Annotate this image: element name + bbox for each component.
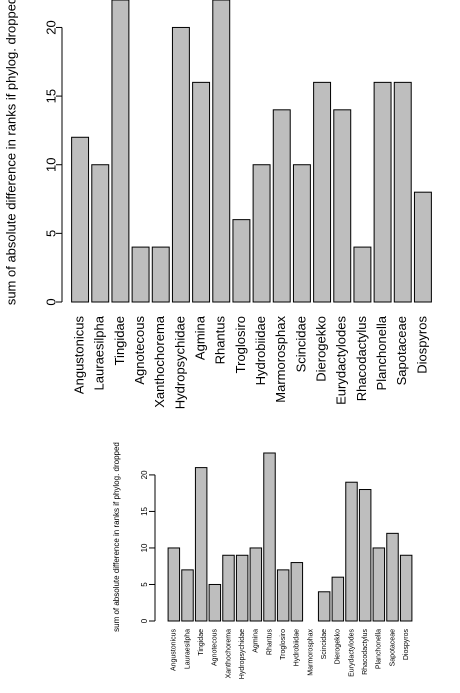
x-tick-label: Diospyros [403, 629, 410, 661]
x-tick-label: Agnotecous [132, 316, 147, 385]
x-tick-label: Planchonella [376, 629, 383, 669]
y-tick-label: 5 [140, 582, 149, 587]
bar [276, 569, 290, 622]
x-tick-label: Hydropsychidae [239, 629, 246, 679]
x-tick-label: Scincidae [321, 629, 328, 659]
y-axis-label: sum of absolute difference in ranks if p… [112, 442, 121, 632]
x-tick-label: Eurydactylodes [348, 629, 355, 677]
bar [393, 81, 412, 303]
bar [194, 467, 208, 622]
bar [91, 164, 110, 303]
bar [212, 0, 231, 303]
x-tick-label: Hydrobiidae [294, 629, 301, 666]
y-tick-label: 20 [43, 20, 58, 34]
y-axis-label: sum of absolute difference in ranks if p… [3, 0, 18, 305]
x-tick-label: Lauraesilpha [92, 315, 107, 390]
y-tick-label: 20 [140, 470, 149, 479]
y-tick-label: 15 [140, 506, 149, 515]
x-tick-label: Rhantus [213, 316, 228, 365]
x-tick-label: Tingidae [112, 316, 127, 365]
bar [111, 0, 130, 303]
bar [333, 109, 352, 303]
bar [386, 532, 399, 622]
bar [331, 576, 345, 622]
x-tick-label: Agmina [253, 629, 260, 653]
y-tick-label: 10 [140, 543, 149, 552]
bar [358, 489, 372, 622]
x-tick-label: Angustonicus [171, 629, 178, 672]
bar [222, 554, 235, 622]
x-tick-label: Hydropsychidae [172, 316, 187, 409]
bar [272, 109, 291, 303]
bar [413, 191, 432, 303]
bar [208, 583, 222, 622]
bar [373, 81, 392, 303]
bar [345, 481, 358, 622]
x-tick-label: Diospyros [414, 316, 429, 374]
x-tick-label: Scincidae [293, 316, 308, 372]
x-tick-label: Troglosiro [280, 629, 287, 660]
x-tick-label: Sapotaceae [389, 629, 396, 666]
bar [232, 219, 251, 303]
bar [317, 591, 331, 622]
x-tick-label: Planchonella [374, 315, 389, 390]
bar [353, 246, 372, 303]
x-tick-label: Angustonicus [72, 316, 87, 395]
bar [292, 164, 311, 303]
bar [151, 246, 170, 303]
y-tick-label: 10 [43, 157, 58, 171]
bar [249, 547, 263, 622]
bar [181, 569, 194, 622]
x-tick-label: Marmorosphax [307, 629, 314, 676]
x-tick-label: Agnotecous [212, 629, 219, 666]
x-tick-label: Hydrobiidae [253, 316, 268, 385]
y-tick-label: 0 [140, 618, 149, 623]
bar [167, 547, 181, 622]
bar [235, 554, 249, 622]
bar [290, 562, 304, 622]
bar [399, 554, 413, 622]
bar [263, 452, 276, 622]
x-tick-label: Rhacodactylus [354, 316, 369, 402]
y-tick-label: 15 [43, 89, 58, 103]
bar [171, 26, 190, 303]
x-tick-label: Lauraesilpha [184, 629, 191, 669]
bar [313, 81, 332, 303]
x-tick-label: Agmina [193, 315, 208, 360]
bar [192, 81, 211, 303]
bar [372, 547, 386, 622]
y-tick-label: 5 [43, 230, 58, 237]
x-tick-label: Dierogekko [314, 316, 329, 382]
x-tick-label: Dierogekko [335, 629, 342, 665]
y-tick-label: 0 [43, 298, 58, 305]
x-tick-label: Troglosiro [233, 316, 248, 373]
x-tick-label: Rhacodactylus [362, 629, 369, 675]
bar [252, 164, 271, 303]
x-tick-label: Rhantus [266, 629, 273, 656]
x-tick-label: Eurydactylodes [334, 316, 349, 405]
bar [131, 246, 150, 303]
bar [71, 136, 90, 303]
x-tick-label: Sapotaceae [394, 316, 409, 385]
x-tick-label: Tingidae [198, 629, 205, 656]
x-tick-label: Xanthochorema [225, 629, 232, 679]
x-tick-label: Marmorosphax [273, 316, 288, 403]
x-tick-label: Xanthochorema [152, 315, 167, 408]
